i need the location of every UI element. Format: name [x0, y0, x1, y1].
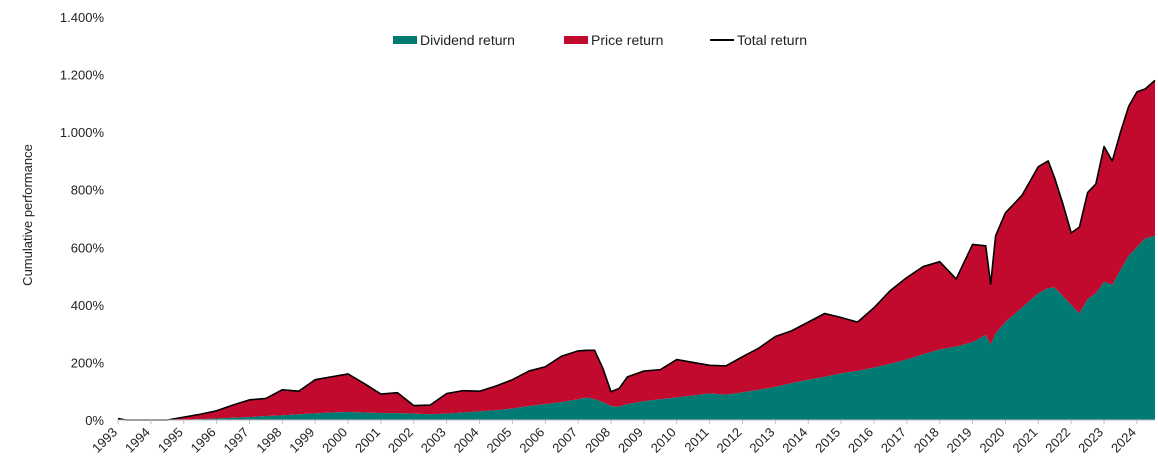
x-tick-label: 2001 [352, 425, 383, 456]
x-tick-label: 2010 [648, 425, 679, 456]
series-line-total [117, 79, 1156, 421]
x-tick-label: 2008 [582, 425, 613, 456]
x-tick-label: 2005 [483, 425, 514, 456]
x-tick-label: 2003 [418, 425, 449, 456]
x-tick-label: 1996 [188, 425, 219, 456]
x-tick-label: 1993 [89, 425, 120, 456]
x-tick-label: 2022 [1042, 425, 1073, 456]
y-axis: 0% 200% 400% 600% 800% 1.000% 1.200% 1.400% [60, 10, 105, 428]
legend-item-price: Price return [564, 32, 663, 48]
x-tick-label: 2013 [746, 425, 777, 456]
series-area-price [118, 80, 1155, 420]
legend-label-price: Price return [591, 32, 663, 48]
x-tick-label: 1997 [221, 425, 252, 456]
x-tick-label: 2007 [549, 425, 580, 456]
x-axis: 1993 1994 1995 1996 1997 1998 1999 2000 2001 2002… [89, 419, 1155, 456]
legend-label-total: Total return [737, 32, 807, 48]
x-tick-label: 2016 [845, 425, 876, 456]
x-tick-label: 2015 [812, 425, 843, 456]
y-tick-label: 800% [71, 183, 105, 198]
x-tick-label: 2017 [878, 425, 909, 456]
x-tick-label: 2009 [615, 425, 646, 456]
x-tick-label: 2019 [944, 425, 975, 456]
legend: Dividend return Price return Total retur… [393, 32, 807, 48]
plot-area [117, 79, 1156, 421]
x-tick-label: 1994 [122, 425, 153, 456]
legend-label-dividend: Dividend return [420, 32, 515, 48]
x-tick-label: 1999 [286, 425, 317, 456]
x-tick-label: 2021 [1009, 425, 1040, 456]
y-tick-label: 0% [85, 413, 104, 428]
x-tick-label: 2011 [681, 425, 711, 455]
x-tick-label: 1995 [155, 425, 186, 456]
legend-swatch-price [564, 36, 588, 44]
x-tick-label: 2000 [319, 425, 350, 456]
x-tick-label: 2020 [977, 425, 1008, 456]
x-tick-label: 1998 [253, 425, 284, 456]
x-tick-label: 2002 [385, 425, 416, 456]
y-tick-label: 600% [71, 240, 105, 255]
y-tick-label: 200% [71, 355, 105, 370]
x-tick-label: 2012 [714, 425, 745, 456]
legend-swatch-dividend [393, 36, 417, 44]
y-tick-label: 400% [71, 298, 105, 313]
y-tick-label: 1.400% [60, 10, 105, 25]
x-tick-label: 2023 [1075, 425, 1106, 456]
x-tick-label: 2014 [779, 425, 810, 456]
x-tick-label: 2024 [1108, 425, 1139, 456]
legend-item-total: Total return [710, 32, 807, 48]
series-area-dividend [118, 235, 1155, 420]
legend-item-dividend: Dividend return [393, 32, 515, 48]
x-tick-label: 2004 [451, 425, 482, 456]
x-tick-label: 2006 [516, 425, 547, 456]
y-tick-label: 1.000% [60, 125, 105, 140]
y-tick-label: 1.200% [60, 68, 105, 83]
x-tick-label: 2018 [911, 425, 942, 456]
y-axis-label: Cumulative performance [20, 144, 35, 286]
